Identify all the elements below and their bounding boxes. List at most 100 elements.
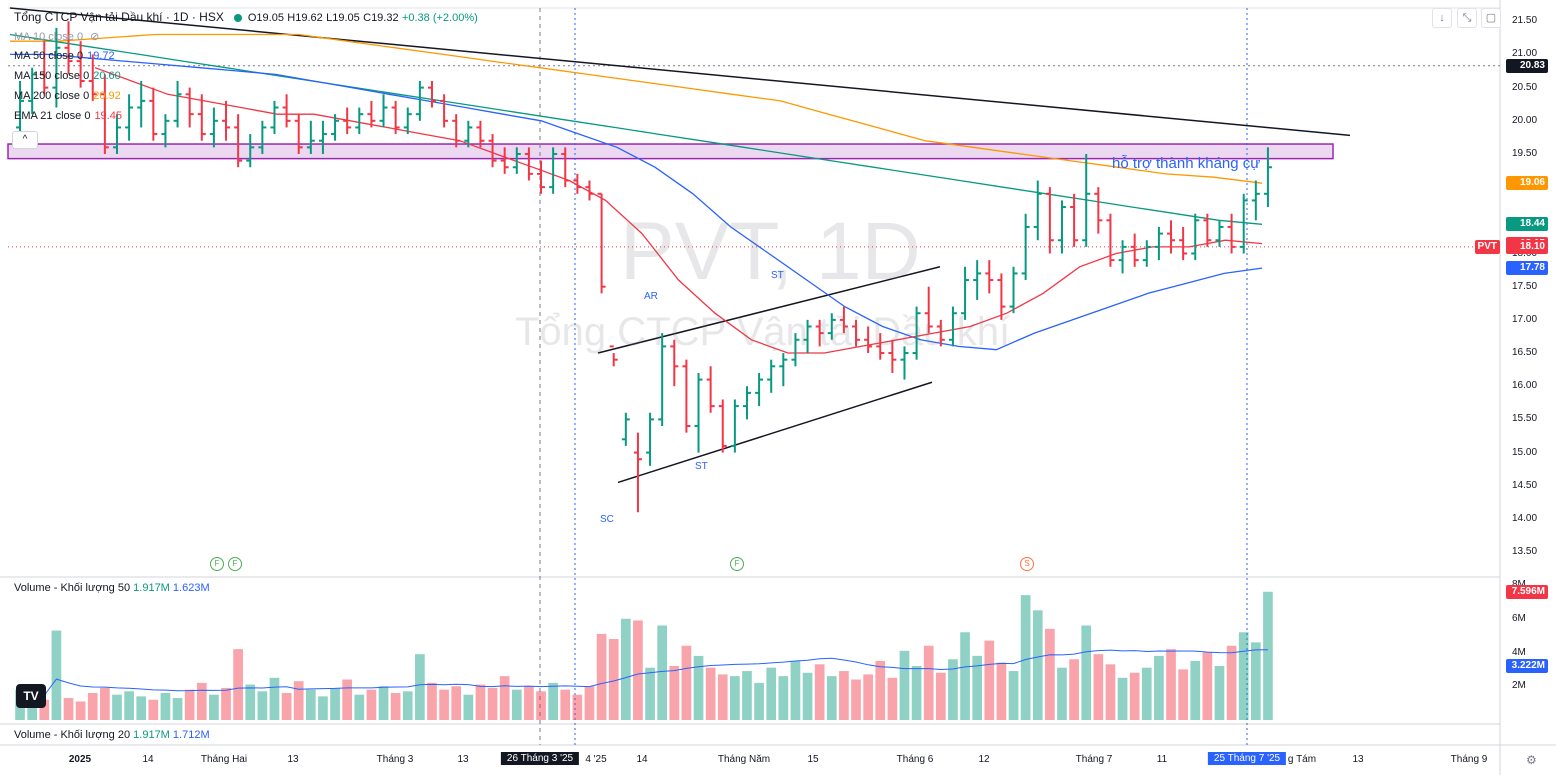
channel-upper-line (597, 266, 941, 354)
low-value: L19.05 (326, 12, 360, 24)
maximize-icon[interactable]: ▢ (1481, 8, 1501, 28)
volume-bar (645, 667, 655, 720)
time-tick-label: 14 (142, 754, 154, 765)
volume-bar (1069, 659, 1079, 720)
volume-bar (1032, 610, 1043, 720)
volume-bar (293, 681, 304, 720)
time-tick-label: g Tám (1287, 754, 1317, 765)
volume-bar (693, 655, 704, 720)
volume-bar (342, 679, 353, 720)
symbol-tag: PVT (1474, 239, 1500, 254)
volume-bar (184, 689, 195, 720)
volume-bar (996, 662, 1007, 720)
volume-legend-50[interactable]: Volume - Khối lượng 50 1.917M 1.623M (14, 582, 210, 594)
volume-bar (366, 689, 377, 720)
tradingview-logo[interactable]: TV (16, 684, 46, 708)
volume-bar (1178, 669, 1188, 720)
ma50-line (10, 53, 1263, 351)
volume-bar (1250, 642, 1261, 720)
arrow-down-icon[interactable]: ↓ (1432, 8, 1452, 28)
volume-bar (1081, 625, 1092, 720)
volume-bar (378, 686, 389, 720)
volume-bar (681, 645, 692, 720)
time-highlight-label: 25 Tháng 7 '25 (1207, 752, 1287, 765)
volume-bar (136, 696, 147, 720)
financials-event-icon[interactable]: F (730, 557, 744, 571)
volume-bar (899, 650, 910, 720)
watermark-symbol: PVT, 1D (620, 206, 921, 297)
channel-lower-line (617, 381, 933, 484)
volume-bar (863, 674, 873, 720)
volume-bar (124, 691, 134, 720)
settings-icon[interactable]: ⚙ (1526, 753, 1537, 767)
legend-ma50[interactable]: MA 50 close 0 19.72 (14, 50, 115, 62)
volume-legend-20[interactable]: Volume - Khối lượng 20 1.917M 1.712M (14, 729, 210, 741)
annotation-ar: AR (644, 291, 658, 302)
watermark-name: Tổng CTCP Vận tải Dầu khí (515, 310, 1011, 354)
volume-bar (354, 694, 365, 720)
change-value: +0.38 (+2.00%) (401, 12, 478, 24)
legend-ema21[interactable]: EMA 21 close 0 19.45 (14, 110, 122, 122)
volume-bar (984, 640, 995, 720)
volume-bar (1045, 628, 1055, 720)
volume-bar (499, 676, 510, 720)
volume-bar (63, 698, 74, 720)
volume-bar (100, 687, 110, 720)
volume-bar (826, 676, 837, 720)
volume-bar (948, 659, 958, 720)
symbol-title[interactable]: Tổng CTCP Vận tải Dầu khí · 1D · HSX (14, 10, 224, 24)
volume-bar (802, 672, 813, 720)
volume-bar (1008, 671, 1019, 720)
financials-event-icon[interactable]: F (228, 557, 242, 571)
volume-bar (584, 686, 595, 720)
volume-bar (923, 645, 934, 720)
collapse-legend-button[interactable]: ^ (12, 131, 38, 149)
volume-bar (160, 693, 171, 720)
legend-ma150[interactable]: MA 150 close 0 20.60 (14, 70, 121, 82)
volume-bar (1166, 649, 1176, 720)
volume-tick-label: 4M (1512, 646, 1526, 658)
price-label: 20.83 (1506, 58, 1548, 73)
volume-bar (960, 632, 970, 720)
volume-tick-label: 8M (1512, 579, 1526, 590)
time-tick-label: Tháng Hai (200, 754, 248, 765)
legend-ma200[interactable]: MA 200 close 0 20.92 (14, 90, 121, 102)
price-tick-label: 16.50 (1512, 347, 1538, 359)
volume-bar (778, 676, 789, 720)
time-tick-label: Tháng 7 (1075, 754, 1113, 765)
price-tick-label: 13.50 (1512, 546, 1538, 558)
volume-bar (1214, 666, 1225, 720)
time-tick-label: 14 (636, 754, 648, 765)
volume-bar (669, 666, 680, 720)
volume-bar (451, 686, 462, 720)
volume-value-label: 3.222M (1506, 658, 1548, 673)
volume-bar (1141, 667, 1152, 720)
volume-bar (705, 667, 716, 720)
volume-bar (415, 654, 425, 720)
volume-bar (633, 620, 643, 720)
volume-bar (1190, 660, 1201, 720)
volume-ma-line (19, 649, 1268, 696)
volume-bar (209, 694, 219, 720)
annotation-sc: SC (600, 514, 614, 525)
market-status-dot (233, 13, 242, 22)
volume-bar (75, 701, 86, 720)
volume-bar (1129, 672, 1140, 720)
volume-bar (511, 689, 522, 720)
volume-bar (730, 676, 740, 720)
resistance-zone (7, 143, 1334, 160)
volume-bar (39, 699, 50, 720)
collapse-icon[interactable]: ⤡ (1457, 8, 1477, 28)
price-tick-label: 19.50 (1512, 147, 1538, 159)
volume-bar (196, 682, 207, 720)
split-event-icon[interactable]: S (1020, 557, 1034, 571)
volume-bar (1154, 655, 1164, 720)
volume-bar (245, 684, 256, 720)
legend-ma10[interactable]: MA 10 close 0 ⊘ (14, 31, 100, 43)
trendline-descending (9, 7, 1351, 137)
eye-off-icon[interactable]: ⊘ (90, 31, 100, 43)
time-tick-label: Tháng 3 (376, 754, 414, 765)
financials-event-icon[interactable]: F (210, 557, 224, 571)
volume-bar (281, 693, 292, 720)
